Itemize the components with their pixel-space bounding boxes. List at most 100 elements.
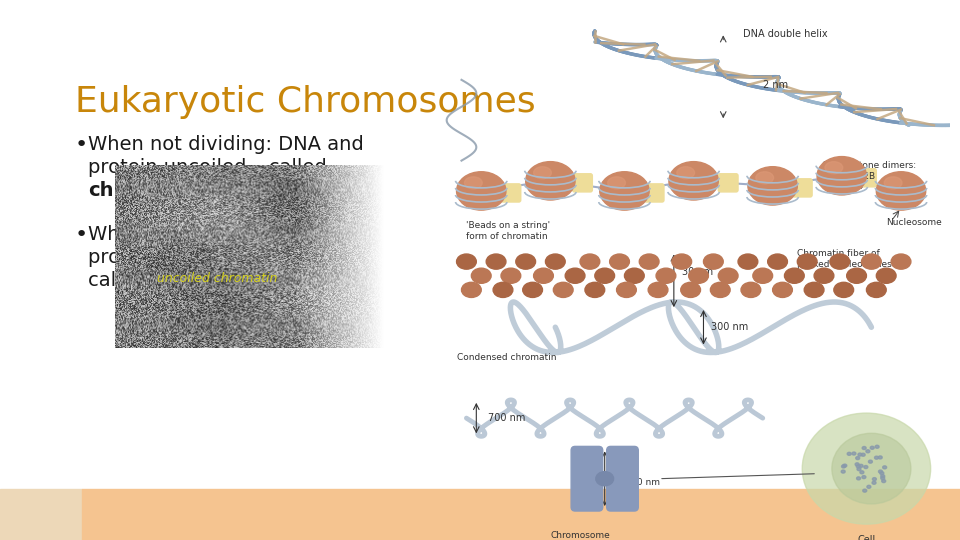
Ellipse shape — [882, 466, 887, 469]
Ellipse shape — [681, 282, 701, 298]
Ellipse shape — [891, 254, 911, 269]
Ellipse shape — [741, 282, 760, 298]
Text: uncoiled chromatin: uncoiled chromatin — [157, 272, 277, 285]
Ellipse shape — [656, 268, 676, 284]
Ellipse shape — [863, 489, 867, 492]
Ellipse shape — [884, 177, 902, 189]
Ellipse shape — [869, 460, 873, 463]
Text: 30 nm: 30 nm — [682, 267, 713, 276]
Ellipse shape — [462, 282, 481, 298]
Ellipse shape — [876, 446, 879, 448]
Text: Cell: Cell — [857, 535, 876, 540]
Ellipse shape — [553, 282, 573, 298]
Ellipse shape — [861, 453, 865, 456]
Ellipse shape — [878, 470, 882, 473]
Ellipse shape — [855, 463, 859, 466]
Ellipse shape — [867, 282, 886, 298]
FancyBboxPatch shape — [644, 184, 664, 202]
FancyBboxPatch shape — [572, 174, 592, 192]
Ellipse shape — [672, 254, 691, 269]
Text: DNA double helix: DNA double helix — [743, 29, 828, 39]
Ellipse shape — [804, 282, 824, 298]
Ellipse shape — [860, 471, 864, 474]
Ellipse shape — [704, 254, 723, 269]
Ellipse shape — [873, 477, 876, 481]
Ellipse shape — [738, 254, 757, 269]
Ellipse shape — [493, 282, 513, 298]
Ellipse shape — [855, 457, 860, 460]
Text: 2 nm: 2 nm — [763, 80, 788, 90]
Ellipse shape — [784, 268, 804, 284]
Text: 1,400 nm: 1,400 nm — [616, 478, 660, 487]
Ellipse shape — [471, 268, 492, 284]
Ellipse shape — [718, 268, 738, 284]
Ellipse shape — [880, 477, 885, 480]
Ellipse shape — [841, 470, 845, 473]
Ellipse shape — [596, 471, 613, 486]
Text: protein uncoiled – called: protein uncoiled – called — [88, 158, 326, 177]
Ellipse shape — [545, 254, 565, 269]
Ellipse shape — [880, 471, 884, 475]
Ellipse shape — [871, 446, 875, 449]
Ellipse shape — [526, 161, 575, 200]
Text: •: • — [75, 135, 88, 155]
Ellipse shape — [861, 254, 881, 269]
Ellipse shape — [817, 157, 867, 195]
Ellipse shape — [756, 172, 774, 184]
Ellipse shape — [881, 480, 886, 483]
Ellipse shape — [516, 254, 536, 269]
Ellipse shape — [501, 268, 520, 284]
Bar — [0, 489, 82, 540]
Text: 700 nm: 700 nm — [489, 413, 525, 423]
Ellipse shape — [803, 413, 930, 524]
Ellipse shape — [848, 453, 852, 455]
FancyBboxPatch shape — [718, 174, 738, 192]
Ellipse shape — [710, 282, 731, 298]
Ellipse shape — [859, 464, 863, 467]
Ellipse shape — [857, 468, 861, 471]
Text: called: called — [88, 271, 153, 290]
Ellipse shape — [878, 456, 882, 459]
Text: •: • — [75, 225, 88, 245]
Ellipse shape — [610, 254, 630, 269]
Text: When dividing: DNA and: When dividing: DNA and — [88, 225, 325, 244]
Text: When not dividing: DNA and: When not dividing: DNA and — [88, 135, 364, 154]
Text: Core histone dimers:
2×H2A/H2B
2×H3/H4: Core histone dimers: 2×H2A/H2B 2×H3/H4 — [822, 160, 916, 191]
Ellipse shape — [773, 282, 792, 298]
FancyBboxPatch shape — [792, 179, 812, 197]
Ellipse shape — [798, 254, 817, 269]
FancyBboxPatch shape — [607, 447, 638, 511]
Ellipse shape — [688, 268, 708, 284]
Ellipse shape — [862, 476, 866, 478]
Ellipse shape — [832, 433, 911, 504]
Ellipse shape — [624, 268, 644, 284]
Text: Nucleosome: Nucleosome — [886, 218, 942, 227]
Text: 'Beads on a string'
form of chromatin: 'Beads on a string' form of chromatin — [467, 221, 550, 241]
Ellipse shape — [585, 282, 605, 298]
Ellipse shape — [748, 167, 798, 205]
FancyBboxPatch shape — [571, 447, 603, 511]
Text: chromatin: chromatin — [88, 181, 200, 200]
Ellipse shape — [880, 475, 885, 478]
Ellipse shape — [465, 177, 482, 189]
Ellipse shape — [534, 268, 553, 284]
Ellipse shape — [616, 282, 636, 298]
Ellipse shape — [753, 268, 773, 284]
Ellipse shape — [825, 161, 843, 174]
Ellipse shape — [866, 450, 870, 453]
Ellipse shape — [843, 464, 847, 467]
Ellipse shape — [608, 177, 626, 189]
Ellipse shape — [523, 282, 542, 298]
Ellipse shape — [876, 268, 896, 284]
Text: Chromosome: Chromosome — [550, 531, 611, 540]
Text: chromosome: chromosome — [136, 271, 277, 290]
Ellipse shape — [872, 481, 876, 484]
Ellipse shape — [875, 456, 878, 459]
Ellipse shape — [867, 485, 871, 488]
Ellipse shape — [669, 161, 718, 200]
FancyBboxPatch shape — [501, 184, 520, 202]
Ellipse shape — [847, 268, 867, 284]
Ellipse shape — [864, 465, 868, 469]
Ellipse shape — [534, 167, 551, 179]
Ellipse shape — [862, 447, 866, 449]
